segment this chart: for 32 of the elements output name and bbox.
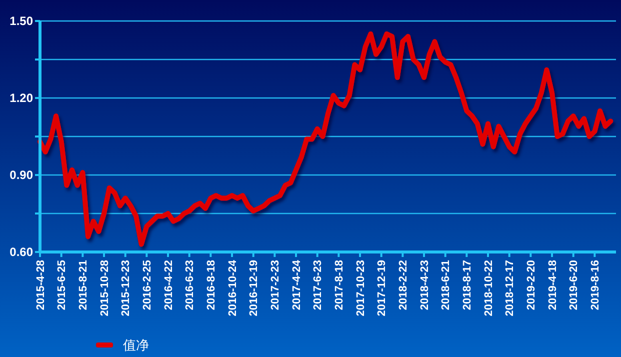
x-tick-label: 2016-10-24	[226, 259, 239, 316]
x-tick-label: 2016-8-18	[206, 260, 218, 310]
x-tick-label: 2019-2-20	[526, 260, 538, 310]
x-tick-label: 2015-4-28	[34, 260, 47, 310]
x-tick-label: 2017-8-18	[334, 260, 346, 310]
x-tick-label: 2015-6-25	[56, 260, 68, 310]
x-tick-label: 2015-12-23	[120, 260, 132, 316]
y-tick-label: 1.50	[10, 14, 34, 28]
x-tick-label: 2017-2-23	[270, 260, 282, 310]
x-tick-label: 2019-6-20	[568, 260, 580, 310]
x-tick-label: 2018-10-22	[482, 260, 495, 316]
x-tick-label: 2017-4-24	[290, 259, 303, 310]
x-tick-label: 2015-10-28	[98, 260, 111, 316]
x-tick-label: 2019-4-18	[546, 260, 559, 310]
x-tick-label: 2015-8-21	[78, 260, 90, 310]
x-tick-label: 2018-12-17	[504, 260, 516, 316]
y-tick-label: 0.90	[10, 168, 34, 182]
y-tick-label: 1.20	[10, 91, 34, 106]
y-tick-label: 0.60	[10, 245, 34, 260]
legend-label: 值净	[123, 338, 149, 353]
x-tick-label: 2017-6-23	[312, 260, 324, 310]
x-tick-label: 2017-10-23	[354, 260, 367, 316]
x-tick-label: 2018-6-21	[440, 260, 452, 310]
x-tick-label: 2018-2-22	[398, 260, 410, 310]
x-tick-label: 2016-6-23	[184, 260, 196, 310]
x-tick-label: 2016-4-22	[162, 260, 175, 310]
x-tick-label: 2019-8-16	[590, 260, 602, 310]
x-tick-label: 2017-12-19	[376, 260, 388, 316]
x-tick-label: 2016-12-19	[248, 260, 260, 316]
x-tick-label: 2018-4-23	[418, 260, 431, 310]
x-tick-label: 2016-2-25	[142, 260, 154, 310]
x-tick-label: 2018-8-17	[462, 260, 474, 310]
